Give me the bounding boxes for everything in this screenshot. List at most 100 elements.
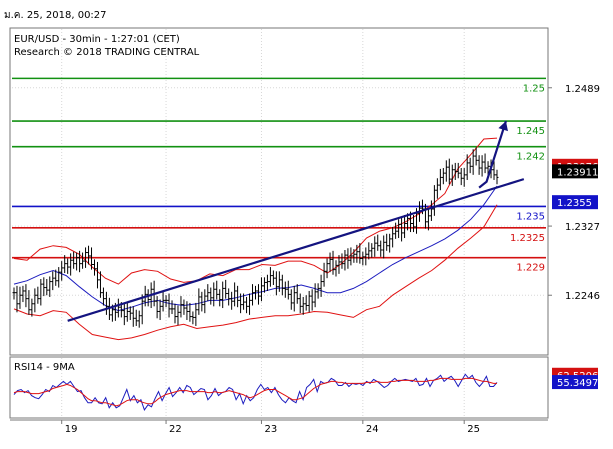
price-bar — [176, 305, 180, 326]
price-bar — [182, 299, 186, 315]
price-bar — [325, 258, 329, 279]
x-tick-label: 25 — [467, 424, 480, 435]
rsi-plot-frame — [9, 356, 549, 419]
price-bar — [95, 261, 99, 289]
rsi-tags: 62.520655.3497 — [547, 357, 598, 418]
level-label: 1.235 — [516, 211, 545, 222]
price-bar — [227, 288, 231, 306]
price-bar — [313, 283, 317, 308]
price-bar — [295, 284, 299, 304]
price-bar — [167, 293, 171, 318]
price-bar — [307, 290, 311, 313]
price-bar — [72, 251, 76, 269]
rsi-tag-label: 55.3497 — [557, 378, 598, 389]
price-bar — [221, 281, 225, 309]
price-tag: 1.2355 — [552, 195, 598, 210]
price-bar — [474, 147, 478, 166]
x-tick-label: 19 — [65, 424, 78, 435]
price-bar — [104, 291, 108, 315]
price-bar — [164, 295, 168, 308]
price-bar — [432, 185, 436, 216]
price-bar — [486, 161, 490, 175]
rsi-tag: 55.3497 — [552, 375, 598, 390]
price-bar — [12, 287, 16, 300]
price-bar — [101, 287, 105, 306]
price-bar — [343, 249, 347, 271]
price-tag-label: 1.2355 — [557, 198, 592, 209]
price-bar — [128, 306, 132, 320]
price-bar — [155, 296, 159, 319]
price-panel: 1.25 1.245 1.242 1.235 1.2325 1.229 EUR/USD -… — [9, 27, 600, 356]
price-bar — [18, 286, 22, 309]
price-bar — [197, 288, 201, 315]
price-bars — [12, 147, 499, 328]
price-bar — [337, 255, 341, 274]
rsi-tag-box — [552, 375, 598, 390]
price-bar — [27, 290, 31, 315]
rsi-panel: RSI14 - 9MA 62.520655.3497 — [9, 356, 598, 419]
price-bar — [465, 154, 469, 180]
price-plot-frame — [9, 27, 549, 356]
price-bar — [346, 248, 350, 269]
price-bar — [191, 311, 195, 325]
price-y-axis: 1.2489 1.2327 1.2246 — [547, 28, 600, 355]
price-bar — [271, 270, 275, 285]
price-bar — [304, 295, 308, 311]
x-tick-label: 23 — [264, 424, 277, 435]
price-bar — [289, 289, 293, 310]
price-bar — [397, 219, 401, 239]
price-bar — [179, 296, 183, 318]
price-bar — [239, 293, 243, 314]
price-bar — [36, 286, 40, 304]
price-bar — [66, 258, 70, 274]
price-bar — [236, 285, 240, 308]
price-bar — [158, 299, 162, 320]
bollinger-band-lower — [13, 204, 498, 341]
price-bar — [340, 253, 344, 269]
price-tag: 1.23911 — [552, 164, 598, 179]
price-bar — [15, 285, 19, 313]
price-bar — [444, 160, 448, 182]
price-bar — [298, 293, 302, 314]
price-bar — [203, 289, 207, 314]
price-bar — [230, 291, 234, 310]
price-bar — [209, 287, 213, 305]
price-bar — [42, 277, 46, 297]
price-bar — [471, 149, 475, 175]
price-bar — [78, 250, 82, 273]
price-bar — [233, 282, 237, 307]
price-bar — [259, 277, 263, 302]
price-bar — [480, 155, 484, 177]
price-bar — [403, 214, 407, 239]
trendline — [67, 178, 525, 322]
price-bar — [45, 279, 49, 296]
price-grid — [12, 29, 546, 354]
price-bar — [30, 298, 34, 317]
price-bar — [242, 293, 246, 310]
price-bar — [24, 284, 28, 308]
price-bar — [63, 255, 67, 274]
price-tag-box — [552, 195, 598, 210]
price-bar — [447, 158, 451, 185]
price-bar — [283, 281, 287, 298]
price-bar — [352, 249, 356, 263]
price-bar — [54, 269, 58, 286]
price-bar — [319, 274, 323, 297]
price-bar — [212, 282, 216, 307]
price-bar — [274, 271, 278, 296]
price-bar — [429, 200, 433, 221]
forecast-arrow-line — [478, 120, 507, 189]
price-bar — [161, 291, 165, 312]
price-bar — [358, 243, 362, 264]
level-label: 1.242 — [516, 152, 545, 163]
price-y-tick-label: 1.2327 — [565, 222, 600, 233]
price-bar — [426, 209, 430, 231]
rsi-title: RSI14 - 9MA — [14, 362, 75, 373]
timestamp: ม.ค. 25, 2018, 00:27 — [4, 10, 107, 21]
price-bar — [483, 153, 487, 174]
price-bar — [268, 267, 272, 287]
price-bar — [349, 247, 353, 266]
level-label: 1.2325 — [510, 233, 545, 244]
price-bar — [57, 267, 61, 288]
